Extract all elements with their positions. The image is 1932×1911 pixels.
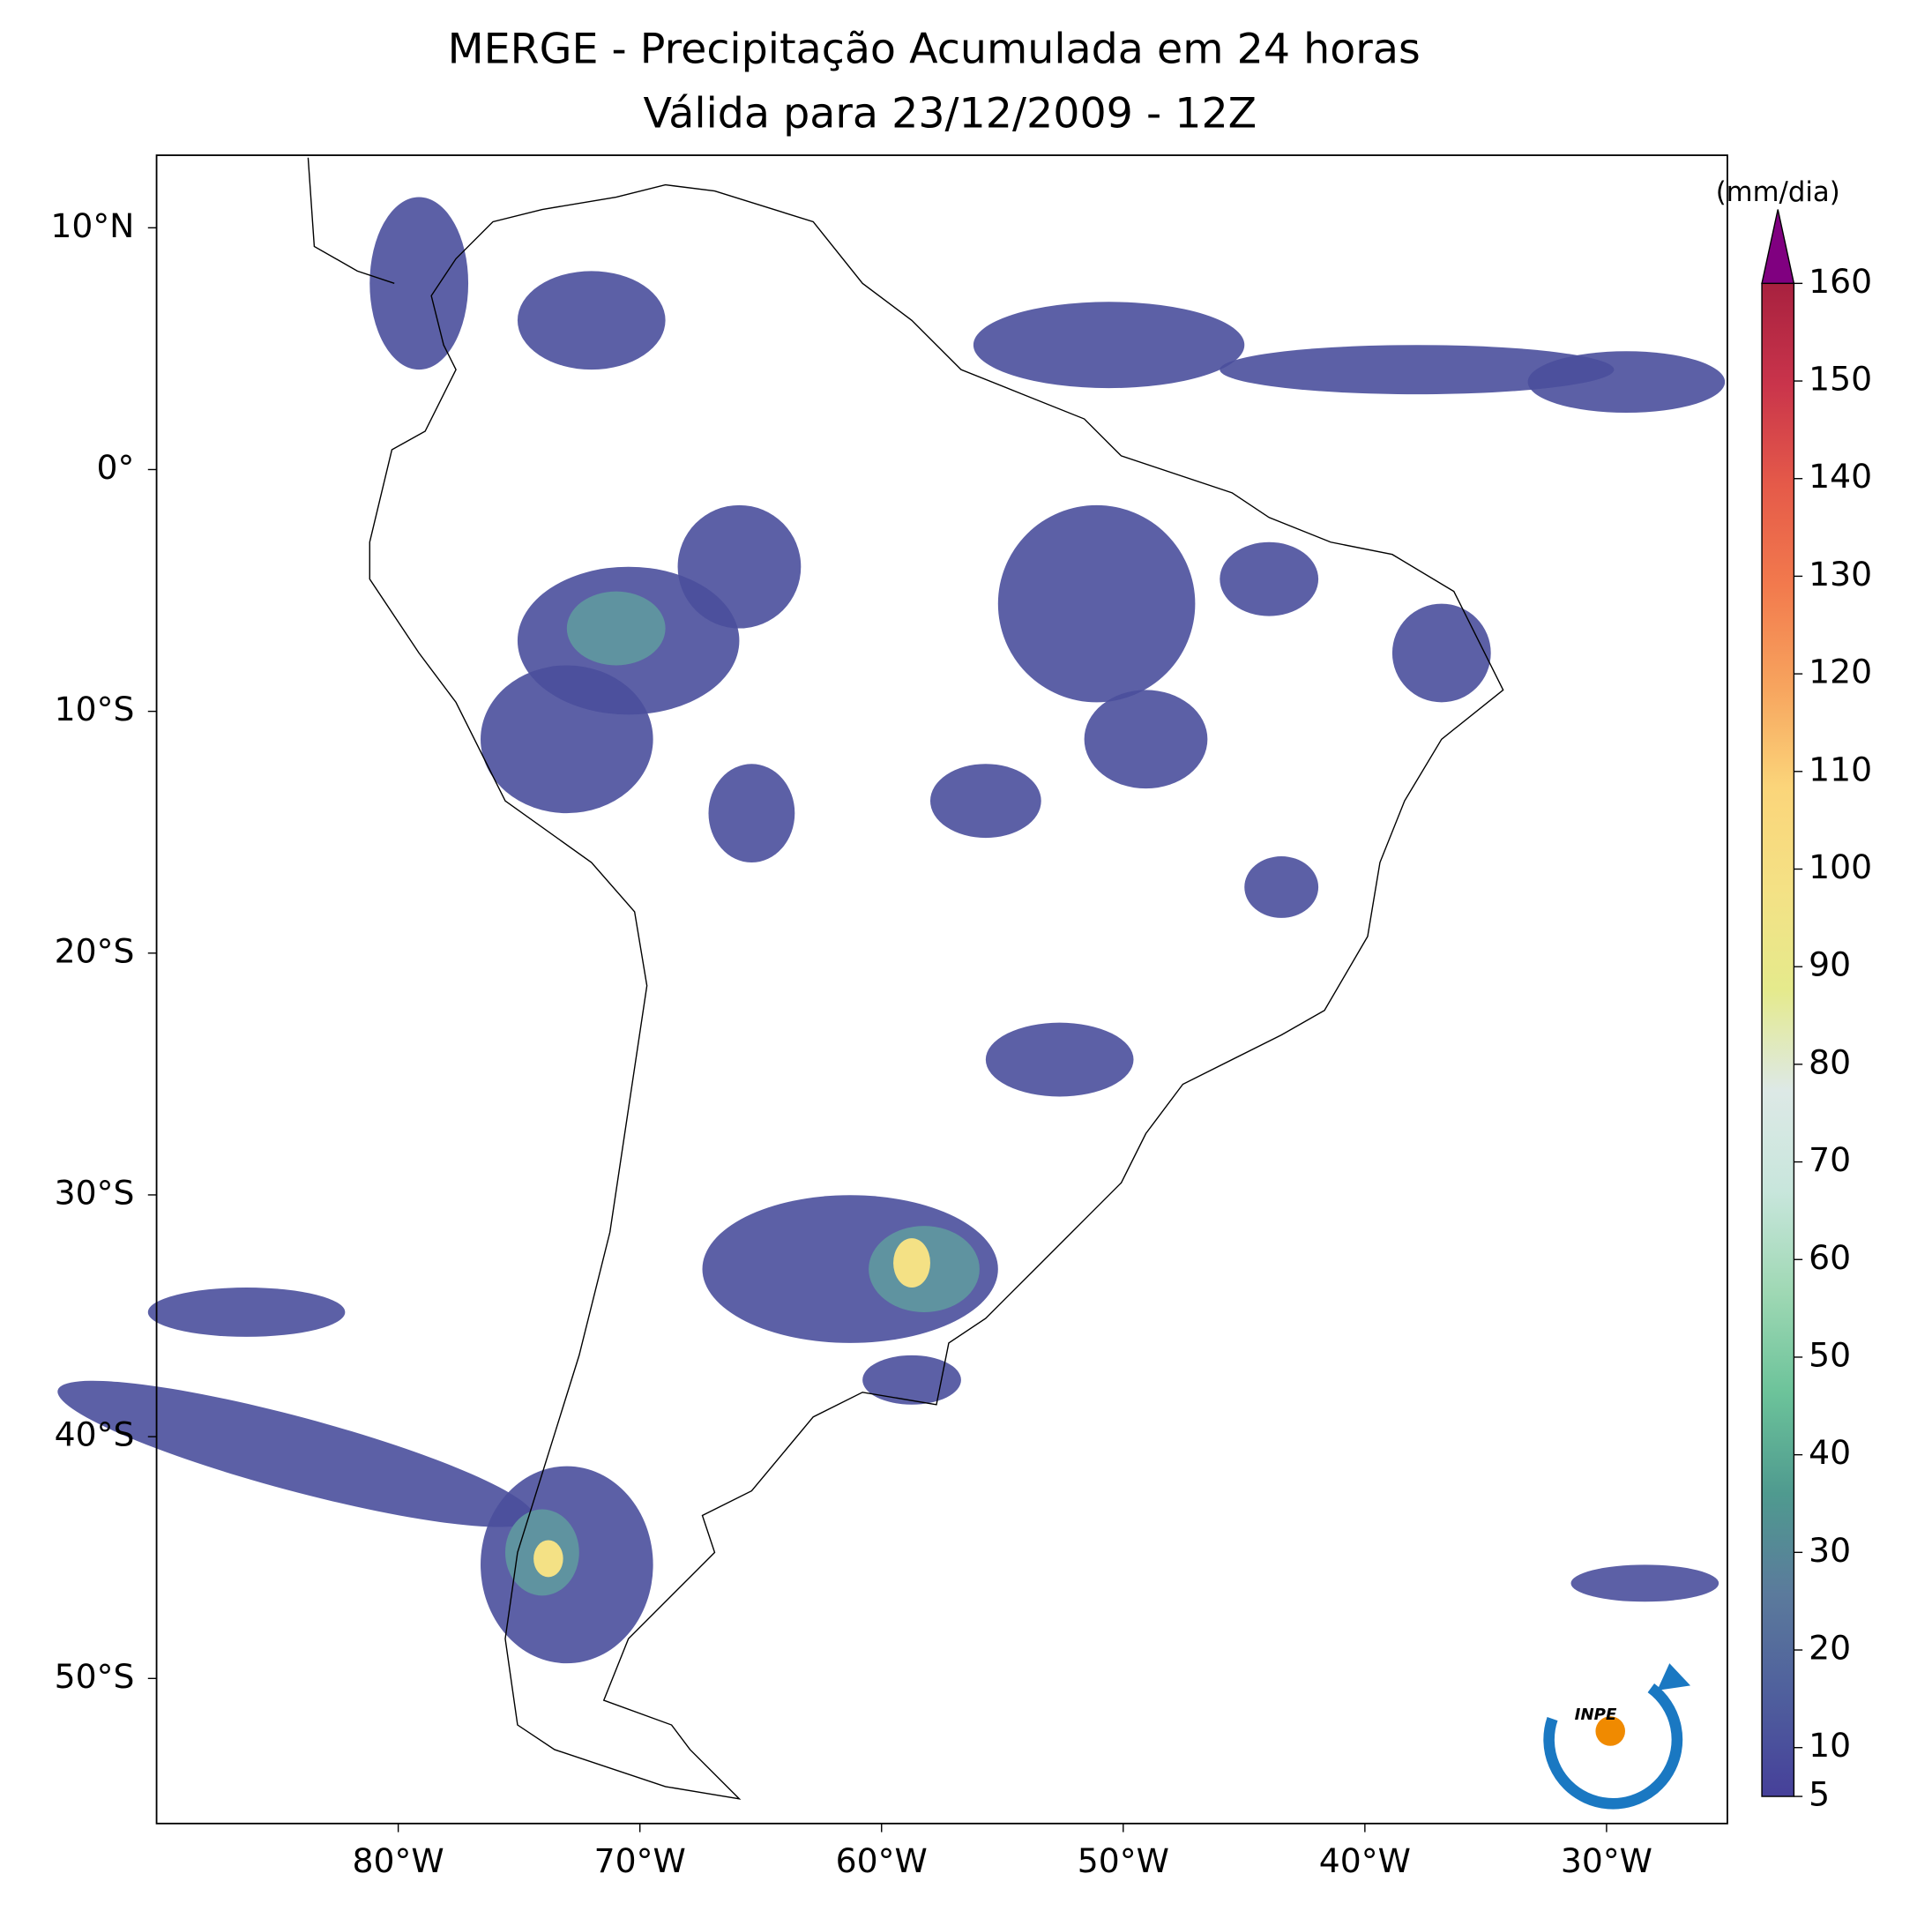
colorbar-tick-label: 10	[1809, 1726, 1851, 1765]
subtitle: Válida para 23/12/2009 - 12Z	[643, 89, 1257, 138]
colorbar-tick-label: 80	[1809, 1042, 1851, 1081]
y-tick-label: 0°	[97, 448, 135, 487]
colorbar-tick-label: 5	[1809, 1775, 1830, 1814]
colorbar-tick-label: 110	[1809, 750, 1872, 788]
y-tick-label: 30°S	[55, 1173, 135, 1212]
colorbar-label: (mm/dia)	[1716, 176, 1840, 208]
colorbar-tick-label: 150	[1809, 360, 1872, 399]
title: MERGE - Precipitação Acumulada em 24 hor…	[448, 26, 1421, 74]
colorbar-tick-label: 30	[1809, 1531, 1851, 1570]
inpe-logo: INPE	[1543, 1663, 1691, 1810]
precipitation-field	[57, 197, 1726, 1664]
colorbar-tick-label: 100	[1809, 847, 1872, 886]
y-tick-label: 20°S	[55, 931, 135, 970]
colorbar-tick-label: 50	[1809, 1335, 1851, 1374]
colorbar-tick-label: 90	[1809, 945, 1851, 984]
y-tick-label: 10°S	[55, 690, 135, 728]
colorbar-tick-label: 120	[1809, 653, 1872, 691]
colorbar-tick-label: 160	[1809, 262, 1872, 301]
colorbar-tick-label: 60	[1809, 1238, 1851, 1277]
colorbar-extend	[1761, 209, 1795, 285]
colorbar-tick-label: 40	[1809, 1433, 1851, 1472]
colorbar-tick-label: 140	[1809, 457, 1872, 496]
y-tick-label: 50°S	[55, 1657, 135, 1696]
x-tick-label: 30°W	[1561, 1841, 1652, 1880]
x-tick-label: 40°W	[1319, 1841, 1411, 1880]
colorbar-tick-label: 130	[1809, 555, 1872, 593]
x-tick-label: 50°W	[1078, 1841, 1169, 1880]
colorbar-tick-label: 70	[1809, 1140, 1851, 1179]
colorbar-tick-label: 20	[1809, 1629, 1851, 1668]
coastline	[307, 157, 1504, 1800]
x-tick-label: 60°W	[836, 1841, 928, 1880]
x-tick-label: 80°W	[353, 1841, 444, 1880]
x-tick-label: 70°W	[594, 1841, 686, 1880]
y-tick-label: 40°S	[55, 1415, 135, 1454]
logo-text: INPE	[1575, 1706, 1617, 1724]
map-frame	[155, 154, 1728, 1825]
y-tick-label: 10°N	[50, 206, 134, 245]
colorbar	[1761, 282, 1795, 1797]
